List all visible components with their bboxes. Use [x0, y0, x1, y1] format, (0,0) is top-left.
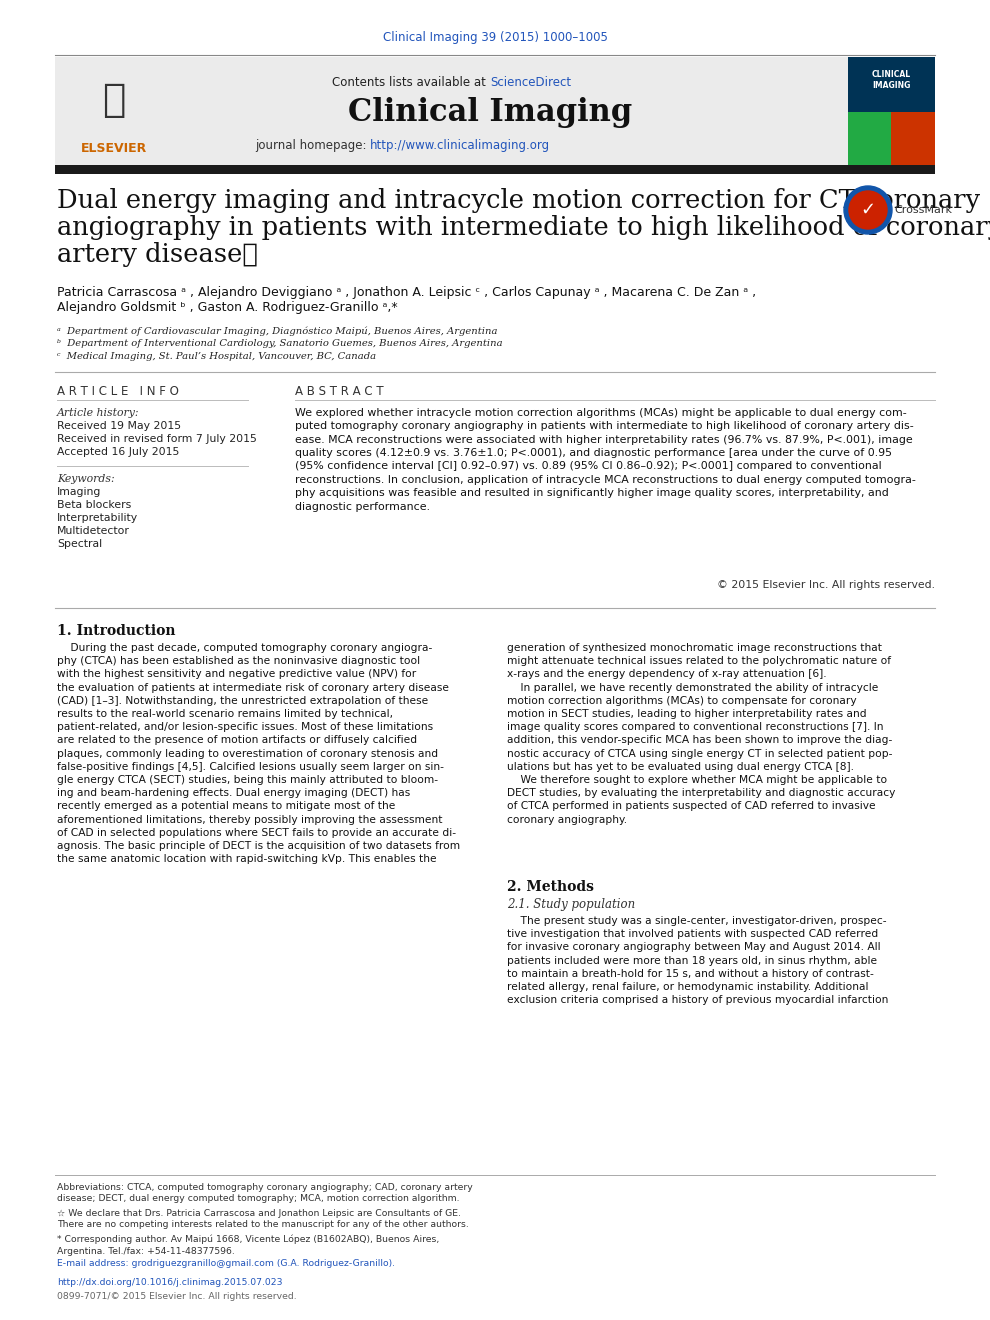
Text: artery disease☆: artery disease☆	[57, 242, 257, 267]
Text: generation of synthesized monochromatic image reconstructions that
might attenua: generation of synthesized monochromatic …	[507, 643, 895, 825]
Text: Abbreviations: CTCA, computed tomography coronary angiography; CAD, coronary art: Abbreviations: CTCA, computed tomography…	[57, 1183, 473, 1204]
Bar	[55, 57, 173, 165]
Bar	[848, 57, 935, 112]
Text: Contents lists available at: Contents lists available at	[333, 75, 490, 88]
Bar	[55, 165, 935, 174]
Text: 🌳: 🌳	[102, 81, 126, 119]
Text: Keywords:: Keywords:	[57, 474, 115, 484]
Text: http://dx.doi.org/10.1016/j.clinimag.2015.07.023: http://dx.doi.org/10.1016/j.clinimag.201…	[57, 1278, 282, 1287]
Bar	[848, 57, 935, 165]
Text: 2.1. Study population: 2.1. Study population	[507, 898, 636, 911]
Text: A B S T R A C T: A B S T R A C T	[295, 385, 384, 399]
Text: 2. Methods: 2. Methods	[507, 880, 594, 894]
Text: journal homepage:: journal homepage:	[254, 139, 370, 152]
Text: Alejandro Goldsmit ᵇ , Gaston A. Rodriguez-Granillo ᵃ,*: Alejandro Goldsmit ᵇ , Gaston A. Rodrigu…	[57, 301, 398, 314]
Text: ☆ We declare that Drs. Patricia Carrascosa and Jonathon Leipsic are Consultants : ☆ We declare that Drs. Patricia Carrasco…	[57, 1209, 468, 1229]
Text: A R T I C L E   I N F O: A R T I C L E I N F O	[57, 385, 179, 399]
Bar	[891, 112, 935, 165]
Text: ᵃ  Department of Cardiovascular Imaging, Diagnóstico Maipú, Buenos Aires, Argen: ᵃ Department of Cardiovascular Imaging, …	[57, 326, 498, 335]
Text: ᶜ  Medical Imaging, St. Paul’s Hospital, Vancouver, BC, Canada: ᶜ Medical Imaging, St. Paul’s Hospital, …	[57, 352, 376, 360]
Circle shape	[844, 186, 892, 234]
Text: 0899-7071/© 2015 Elsevier Inc. All rights reserved.: 0899-7071/© 2015 Elsevier Inc. All right…	[57, 1292, 297, 1302]
Text: ✓: ✓	[860, 201, 875, 219]
Text: 1. Introduction: 1. Introduction	[57, 624, 175, 638]
Text: Accepted 16 July 2015: Accepted 16 July 2015	[57, 447, 179, 457]
Text: http://www.clinicalimaging.org: http://www.clinicalimaging.org	[370, 139, 550, 152]
Text: Received 19 May 2015: Received 19 May 2015	[57, 421, 181, 432]
Text: © 2015 Elsevier Inc. All rights reserved.: © 2015 Elsevier Inc. All rights reserved…	[717, 579, 935, 590]
Text: During the past decade, computed tomography coronary angiogra-
phy (CTCA) has be: During the past decade, computed tomogra…	[57, 643, 460, 865]
Text: Dual energy imaging and intracycle motion correction for CT coronary: Dual energy imaging and intracycle motio…	[57, 187, 980, 213]
Bar	[55, 57, 935, 165]
Text: ELSEVIER: ELSEVIER	[81, 141, 148, 154]
Text: Received in revised form 7 July 2015: Received in revised form 7 July 2015	[57, 434, 256, 444]
Text: Article history:: Article history:	[57, 408, 140, 418]
Circle shape	[849, 191, 887, 228]
Bar	[848, 112, 891, 165]
Text: E-mail address: grodriguezgranillo@gmail.com (G.A. Rodriguez-Granillo).: E-mail address: grodriguezgranillo@gmail…	[57, 1259, 395, 1269]
Text: Interpretability: Interpretability	[57, 513, 139, 523]
Text: Clinical Imaging 39 (2015) 1000–1005: Clinical Imaging 39 (2015) 1000–1005	[382, 32, 608, 45]
Text: ᵇ  Department of Interventional Cardiology, Sanatorio Guemes, Buenos Aires, Arge: ᵇ Department of Interventional Cardiolog…	[57, 339, 503, 348]
Text: CLINICAL
IMAGING: CLINICAL IMAGING	[871, 70, 911, 90]
Text: ScienceDirect: ScienceDirect	[490, 75, 571, 88]
Text: We explored whether intracycle motion correction algorithms (MCAs) might be appl: We explored whether intracycle motion co…	[295, 408, 916, 512]
Text: Imaging: Imaging	[57, 487, 101, 498]
Text: CrossMark: CrossMark	[894, 205, 952, 215]
Text: Patricia Carrascosa ᵃ , Alejandro Deviggiano ᵃ , Jonathon A. Leipsic ᶜ , Carlos : Patricia Carrascosa ᵃ , Alejandro Devigg…	[57, 286, 756, 300]
Text: Beta blockers: Beta blockers	[57, 500, 132, 510]
Text: Spectral: Spectral	[57, 539, 102, 549]
Text: angiography in patients with intermediate to high likelihood of coronary: angiography in patients with intermediat…	[57, 215, 990, 240]
Text: The present study was a single-center, investigator-driven, prospec-
tive invest: The present study was a single-center, i…	[507, 916, 888, 1006]
Text: Clinical Imaging: Clinical Imaging	[347, 96, 633, 128]
Text: Multidetector: Multidetector	[57, 525, 130, 536]
Text: * Corresponding author. Av Maipú 1668, Vicente López (B1602ABQ), Buenos Aires,: * Corresponding author. Av Maipú 1668, …	[57, 1236, 440, 1255]
